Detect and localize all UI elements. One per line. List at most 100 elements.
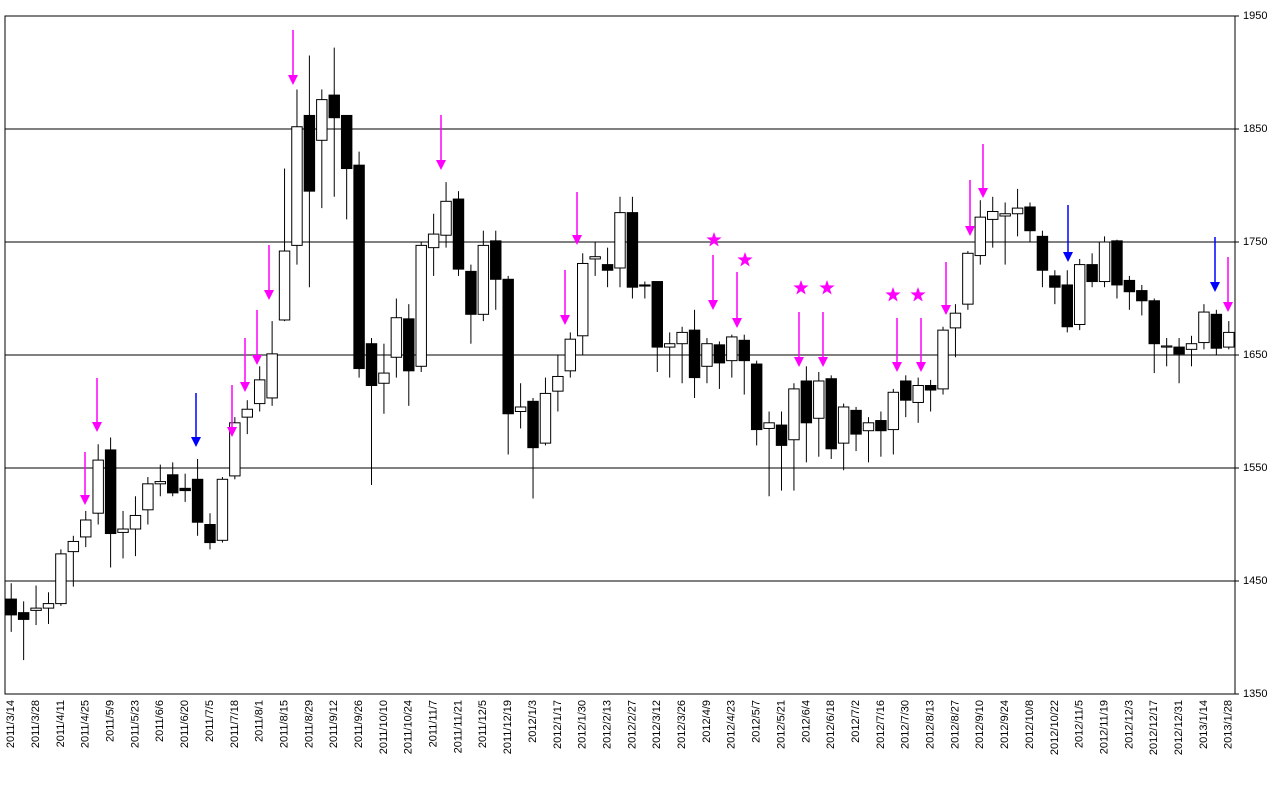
- x-tick-label: 2011/10/10: [378, 700, 390, 754]
- candle-body: [999, 213, 1011, 217]
- x-tick-label: 2011/7/5: [204, 700, 216, 742]
- arrow-head: [80, 495, 90, 505]
- y-tick-label: 1750: [1243, 236, 1267, 248]
- candle-body: [663, 343, 676, 348]
- candle-body: [1086, 264, 1098, 283]
- x-tick-label: 2012/4/9: [701, 700, 713, 743]
- candle-body: [167, 474, 179, 494]
- candle-body: [67, 540, 80, 553]
- candle-body: [179, 487, 191, 492]
- candle-body: [974, 216, 987, 257]
- y-tick-label: 1950: [1243, 10, 1267, 22]
- x-tick-label: 2012/6/4: [800, 700, 812, 743]
- candle-body: [850, 409, 862, 435]
- candle-body: [390, 317, 403, 358]
- candle-body: [1098, 241, 1111, 283]
- x-tick-label: 2012/8/13: [925, 700, 937, 749]
- candle-body: [129, 514, 142, 530]
- x-tick-label: 2011/5/9: [105, 700, 117, 742]
- candle-body: [626, 212, 639, 288]
- x-tick-label: 2011/3/28: [30, 700, 42, 748]
- candle-body: [229, 422, 241, 477]
- candle-body: [639, 284, 651, 287]
- candle-body: [676, 331, 688, 345]
- x-tick-label: 2011/8/1: [254, 700, 266, 742]
- arrow-head: [1063, 252, 1073, 262]
- candle-body: [552, 375, 564, 392]
- candle-body: [1160, 345, 1173, 348]
- x-tick-label: 2011/3/14: [5, 700, 17, 748]
- candle-body: [30, 607, 42, 611]
- candle-body: [378, 372, 390, 384]
- candle-body: [80, 519, 92, 538]
- candle-body: [241, 408, 253, 418]
- x-tick-label: 2011/4/11: [55, 700, 67, 747]
- candle-body: [949, 312, 962, 329]
- candle-body: [1049, 275, 1061, 288]
- candle-body: [614, 212, 626, 269]
- candle-body: [117, 528, 129, 533]
- arrow-head: [794, 357, 804, 367]
- star: [793, 280, 809, 295]
- candle-body: [912, 385, 924, 403]
- candle-body: [887, 391, 900, 431]
- candle-body: [477, 244, 490, 315]
- candle-body: [316, 99, 328, 141]
- x-tick-label: 2012/12/3: [1123, 700, 1135, 749]
- x-tick-label: 2013/1/28: [1223, 700, 1235, 749]
- candle-body: [353, 164, 365, 370]
- candle-body: [278, 250, 291, 321]
- candle-body: [862, 422, 875, 432]
- candle-body: [713, 344, 726, 364]
- candle-body: [340, 114, 353, 170]
- x-tick-label: 2012/7/30: [900, 700, 912, 749]
- candle-body: [788, 388, 800, 441]
- candle-body: [688, 329, 701, 379]
- x-tick-label: 2012/8/27: [949, 700, 961, 749]
- candle-body: [1210, 313, 1223, 349]
- star: [885, 287, 901, 302]
- x-tick-label: 2012/3/12: [651, 700, 663, 749]
- x-tick-label: 2011/12/19: [502, 700, 514, 754]
- candle-body: [55, 553, 67, 605]
- star: [819, 280, 835, 295]
- candle-body: [403, 318, 415, 372]
- arrow-head: [916, 362, 926, 372]
- x-tick-label: 2011/7/18: [229, 700, 241, 748]
- x-tick-label: 2012/9/10: [974, 700, 986, 749]
- candle-body: [589, 256, 601, 260]
- arrow-head: [1223, 302, 1233, 312]
- candle-body: [1036, 235, 1049, 271]
- candle-body: [1111, 240, 1123, 286]
- candle-body: [5, 598, 17, 616]
- candle-body: [726, 336, 738, 362]
- x-tick-label: 2011/9/12: [328, 700, 340, 748]
- arrow-head: [240, 382, 250, 392]
- candle-body: [1024, 206, 1036, 232]
- x-tick-label: 2011/10/24: [403, 700, 415, 754]
- candle-body: [1223, 331, 1235, 348]
- x-tick-label: 2012/10/22: [1049, 700, 1061, 755]
- arrow-head: [264, 290, 274, 300]
- x-tick-label: 2011/8/15: [278, 700, 290, 748]
- x-tick-label: 2011/11/7: [428, 700, 440, 747]
- candle-body: [601, 264, 614, 271]
- candle-body: [440, 200, 452, 236]
- arrow-head: [1210, 282, 1220, 292]
- candle-body: [937, 329, 949, 390]
- candle-body: [142, 483, 154, 511]
- arrow-head: [227, 427, 237, 437]
- candle-body: [1123, 279, 1136, 293]
- y-tick-label: 1550: [1243, 462, 1267, 474]
- x-tick-label: 2012/9/24: [999, 700, 1011, 749]
- arrow-head: [191, 437, 201, 447]
- x-tick-label: 2011/8/29: [303, 700, 315, 748]
- x-tick-label: 2011/6/20: [179, 700, 191, 748]
- candle-body: [154, 481, 167, 485]
- y-tick-label: 1450: [1243, 575, 1267, 587]
- arrow-head: [965, 226, 975, 236]
- candle-body: [1173, 346, 1185, 355]
- candle-body: [191, 478, 204, 523]
- candle-body: [92, 459, 104, 514]
